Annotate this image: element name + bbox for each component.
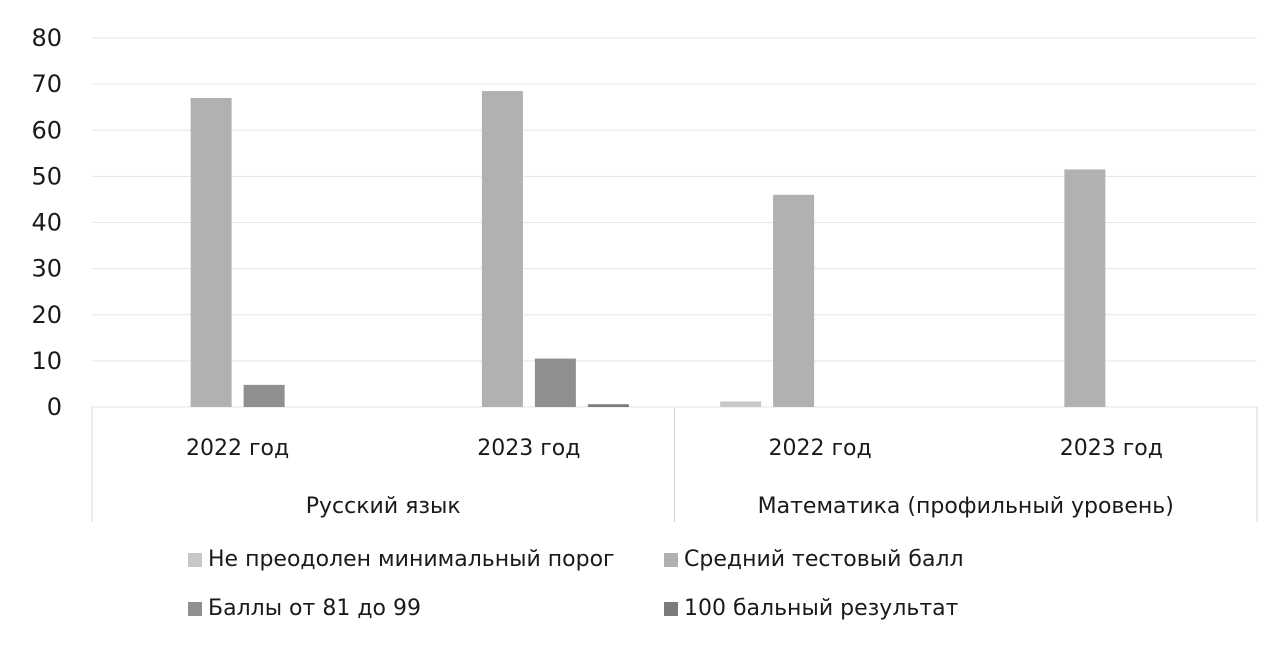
y-tick-label: 30 (31, 255, 62, 283)
bar (773, 195, 814, 407)
legend-swatch (664, 602, 678, 616)
y-tick-label: 0 (47, 393, 62, 421)
bar (535, 359, 576, 407)
y-tick-label: 70 (31, 70, 62, 98)
y-tick-label: 40 (31, 209, 62, 237)
x-category-label: 2023 год (477, 436, 580, 461)
legend-entry: Не преодолен минимальный порог (208, 547, 615, 572)
y-tick-label: 10 (31, 347, 62, 375)
legend-entry: Средний тестовый балл (684, 547, 964, 572)
x-category-label: 2022 год (769, 436, 872, 461)
bar (244, 385, 285, 407)
legend-swatch (664, 553, 678, 567)
y-tick-label: 20 (31, 301, 62, 329)
bar (1064, 169, 1105, 407)
bar (482, 91, 523, 407)
x-category-label: 2022 год (186, 436, 289, 461)
bar (191, 98, 232, 407)
y-tick-label: 80 (31, 24, 62, 52)
x-group-label: Математика (профильный уровень) (758, 494, 1174, 519)
bar (588, 404, 629, 407)
y-tick-label: 50 (31, 162, 62, 190)
legend-swatch (188, 553, 202, 567)
x-category-label: 2023 год (1060, 436, 1163, 461)
y-tick-label: 60 (31, 116, 62, 144)
legend-entry: Баллы от 81 до 99 (208, 596, 421, 621)
x-group-label: Русский язык (306, 494, 461, 519)
legend-swatch (188, 602, 202, 616)
bar (720, 401, 761, 407)
legend-entry: 100 бальный результат (684, 596, 959, 621)
